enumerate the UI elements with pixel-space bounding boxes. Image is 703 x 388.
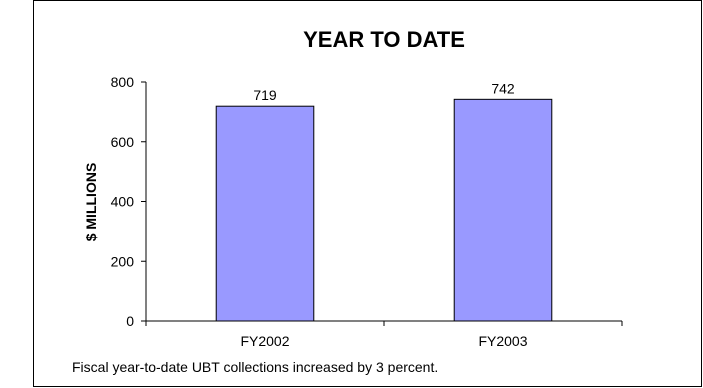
y-axis-label: $ MILLIONS bbox=[83, 163, 99, 242]
y-axis: 0 200 400 600 800 bbox=[111, 74, 146, 329]
y-tick-label: 400 bbox=[111, 194, 135, 210]
y-tick-label: 800 bbox=[111, 74, 135, 90]
data-labels: 719 742 bbox=[253, 80, 515, 103]
y-tick-label: 600 bbox=[111, 134, 135, 150]
bar bbox=[215, 105, 315, 322]
x-tick-label: FY2002 bbox=[240, 333, 289, 349]
chart-title: YEAR TO DATE bbox=[303, 27, 465, 52]
y-tick-label: 200 bbox=[111, 253, 135, 269]
bar-value-label: 742 bbox=[491, 80, 515, 96]
bar bbox=[453, 98, 553, 322]
chart-frame bbox=[33, 0, 702, 387]
x-axis: FY2002 FY2003 bbox=[145, 321, 623, 349]
chart-caption: Fiscal year-to-date UBT collections incr… bbox=[72, 359, 439, 375]
bar-series bbox=[215, 98, 553, 322]
x-tick-label: FY2003 bbox=[478, 333, 527, 349]
bar-value-label: 719 bbox=[253, 87, 277, 103]
y-tick-label: 0 bbox=[126, 313, 134, 329]
